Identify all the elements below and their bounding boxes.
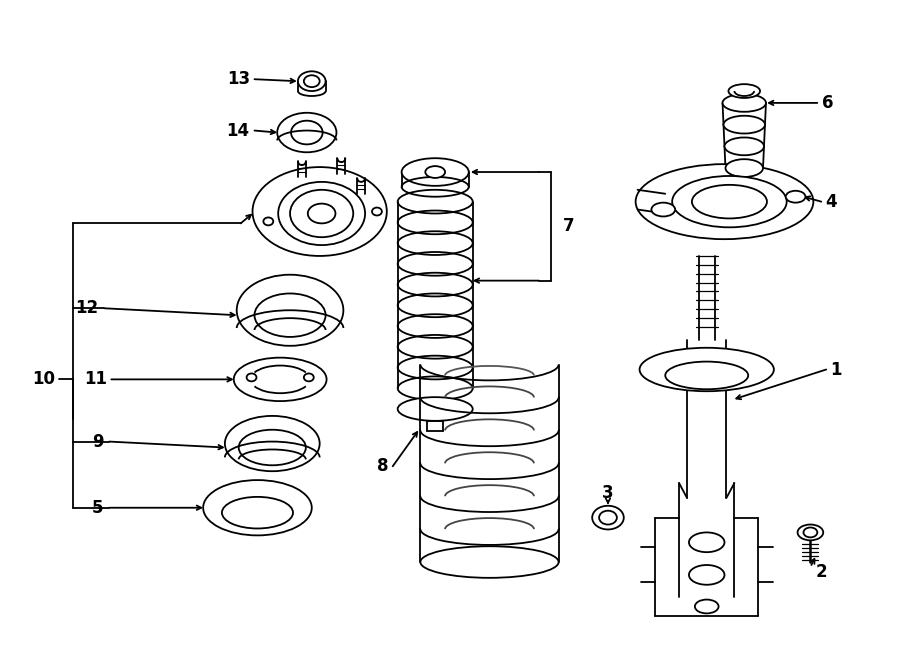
Ellipse shape xyxy=(695,600,718,613)
Ellipse shape xyxy=(724,137,764,155)
Ellipse shape xyxy=(372,208,382,215)
Ellipse shape xyxy=(672,176,787,227)
Text: 4: 4 xyxy=(825,192,837,211)
Ellipse shape xyxy=(308,204,336,223)
Text: 10: 10 xyxy=(32,370,55,389)
Ellipse shape xyxy=(304,75,320,87)
Ellipse shape xyxy=(277,113,337,152)
Text: 9: 9 xyxy=(92,432,104,451)
Ellipse shape xyxy=(398,397,472,421)
Ellipse shape xyxy=(238,430,306,465)
Ellipse shape xyxy=(804,527,817,537)
Ellipse shape xyxy=(234,358,327,401)
Ellipse shape xyxy=(652,203,675,216)
Ellipse shape xyxy=(278,182,365,245)
Ellipse shape xyxy=(723,94,766,112)
Ellipse shape xyxy=(640,348,774,391)
Ellipse shape xyxy=(728,84,760,98)
Ellipse shape xyxy=(291,121,322,144)
Ellipse shape xyxy=(786,191,806,203)
Ellipse shape xyxy=(237,275,344,346)
Text: 8: 8 xyxy=(377,457,389,475)
Ellipse shape xyxy=(725,159,763,177)
Ellipse shape xyxy=(304,373,314,381)
Text: 5: 5 xyxy=(92,499,104,517)
Text: 14: 14 xyxy=(227,122,249,139)
Ellipse shape xyxy=(665,362,748,389)
Ellipse shape xyxy=(688,532,724,552)
Text: 11: 11 xyxy=(85,370,107,389)
Ellipse shape xyxy=(635,164,814,239)
Text: 3: 3 xyxy=(602,484,614,502)
Ellipse shape xyxy=(724,116,765,134)
Ellipse shape xyxy=(401,158,469,186)
Ellipse shape xyxy=(255,293,326,337)
Ellipse shape xyxy=(247,373,256,381)
Text: 1: 1 xyxy=(830,360,842,379)
Ellipse shape xyxy=(222,497,293,529)
Ellipse shape xyxy=(290,190,353,237)
Text: 7: 7 xyxy=(562,217,574,235)
Ellipse shape xyxy=(688,565,724,585)
Ellipse shape xyxy=(253,167,387,256)
Ellipse shape xyxy=(225,416,320,471)
Text: 13: 13 xyxy=(228,70,250,88)
Ellipse shape xyxy=(599,511,616,525)
Text: 12: 12 xyxy=(76,299,98,317)
Text: 2: 2 xyxy=(815,563,827,581)
Ellipse shape xyxy=(264,217,274,225)
Ellipse shape xyxy=(692,185,767,218)
Ellipse shape xyxy=(426,166,446,178)
Ellipse shape xyxy=(298,71,326,91)
Ellipse shape xyxy=(203,480,311,535)
Ellipse shape xyxy=(592,506,624,529)
Ellipse shape xyxy=(797,525,824,540)
Text: 6: 6 xyxy=(823,94,833,112)
